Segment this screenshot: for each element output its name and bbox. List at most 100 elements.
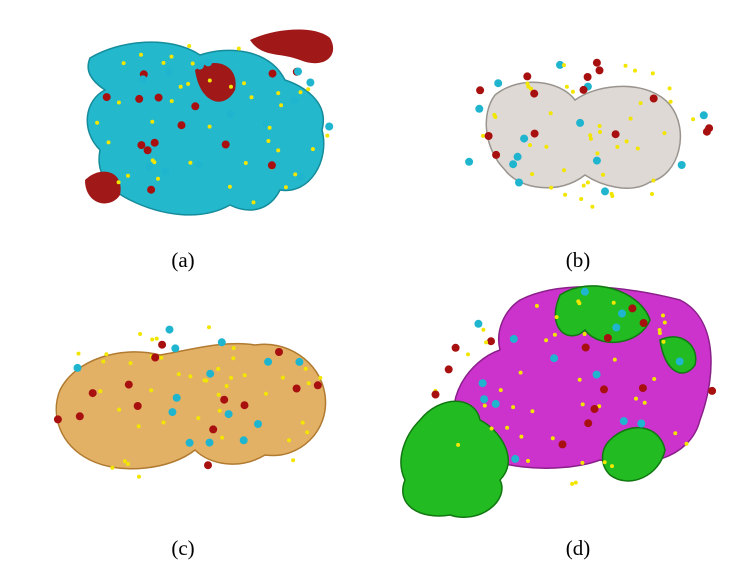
atom [535, 304, 539, 308]
atom [276, 91, 280, 95]
atom [590, 205, 594, 209]
atom [188, 374, 192, 378]
atom [107, 140, 111, 144]
atom [705, 124, 713, 132]
atom [275, 348, 283, 356]
atom [152, 160, 156, 164]
atom [254, 420, 262, 428]
atom [138, 332, 142, 336]
atom [663, 321, 667, 325]
atom [98, 389, 102, 393]
atom [243, 373, 247, 377]
atom [76, 412, 84, 420]
atom [593, 59, 601, 67]
atom [178, 121, 186, 129]
atom [220, 396, 228, 404]
atom [505, 426, 509, 430]
atom [291, 458, 295, 462]
atom [580, 86, 588, 94]
atom [580, 461, 584, 465]
atom [588, 133, 592, 137]
atom [598, 130, 602, 134]
atom [476, 86, 484, 94]
atom [570, 482, 574, 486]
atom [170, 55, 174, 59]
atom [520, 135, 528, 143]
atom [494, 79, 502, 87]
atom [544, 338, 548, 342]
atom [600, 385, 608, 393]
atom [206, 370, 214, 378]
atom [204, 461, 212, 469]
atom [484, 340, 488, 344]
atom [295, 358, 303, 366]
atom [620, 417, 628, 425]
page: (a) (b) (c) (d) (() => { const data = JS… [0, 0, 729, 574]
atom [162, 61, 166, 65]
atom [325, 123, 333, 131]
atom [640, 319, 648, 327]
atom [225, 410, 233, 418]
atom [639, 101, 643, 105]
atom [481, 134, 485, 138]
atom [229, 85, 233, 89]
atom [229, 376, 233, 380]
atom [126, 174, 130, 178]
atom [196, 62, 204, 70]
atom [228, 185, 232, 189]
atom [191, 62, 195, 66]
atom [530, 409, 534, 413]
atom [582, 344, 590, 352]
atom [276, 148, 280, 152]
atom [514, 153, 522, 161]
atom [523, 72, 531, 80]
atom [691, 117, 695, 121]
atom [636, 147, 640, 151]
atom [596, 66, 604, 74]
atom [134, 402, 142, 410]
atom [297, 173, 305, 181]
atom [576, 299, 580, 303]
atom [218, 338, 226, 346]
atom [629, 117, 633, 121]
atom [610, 192, 614, 196]
atom [519, 371, 523, 375]
atom [559, 440, 567, 448]
atom [196, 416, 200, 420]
atom [581, 288, 589, 296]
atom [499, 388, 503, 392]
atom [612, 301, 616, 305]
atom [485, 132, 493, 140]
atom [604, 334, 612, 342]
panel-a-image [85, 30, 333, 215]
atom [137, 141, 145, 149]
atom [110, 466, 114, 470]
atom [612, 130, 620, 138]
atom [208, 125, 212, 129]
atom [610, 464, 614, 468]
atom [509, 160, 517, 168]
atom [145, 163, 153, 171]
atom [139, 53, 143, 57]
atom [584, 419, 592, 427]
atom [550, 354, 558, 362]
atom [188, 161, 192, 165]
atom [581, 402, 585, 406]
atom [515, 179, 523, 187]
panel-label: (a) [171, 248, 194, 272]
atom [177, 372, 181, 376]
atom [231, 356, 235, 360]
atom [466, 352, 470, 356]
atom [531, 130, 539, 138]
atom [122, 61, 126, 65]
atom [117, 408, 121, 412]
panel-label: (c) [171, 536, 194, 560]
atom [603, 460, 607, 464]
atom [565, 85, 569, 89]
atom [123, 459, 127, 463]
atom [492, 151, 500, 159]
atom [483, 404, 487, 408]
atom [708, 387, 716, 395]
surface-red [85, 172, 121, 204]
atom [74, 364, 82, 372]
